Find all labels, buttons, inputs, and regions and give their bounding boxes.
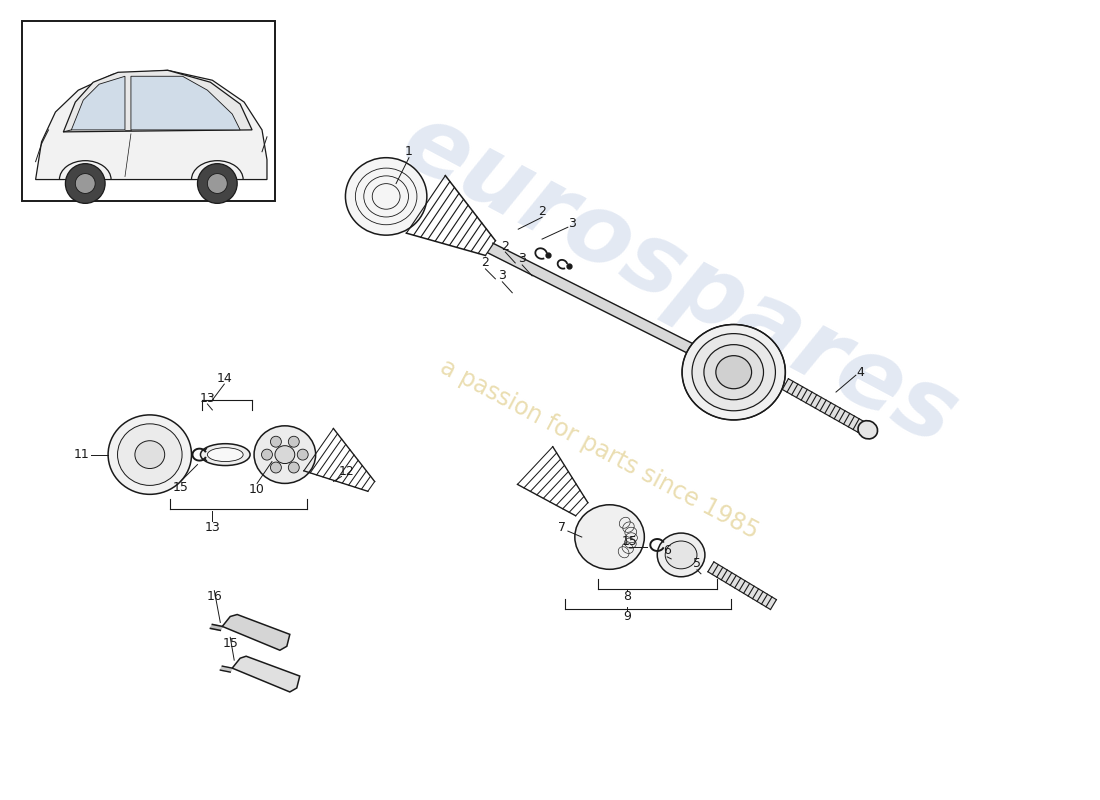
Ellipse shape	[657, 533, 705, 577]
Ellipse shape	[275, 446, 295, 463]
Text: 3: 3	[518, 253, 526, 266]
Text: 11: 11	[74, 448, 89, 461]
Text: 7: 7	[558, 521, 565, 534]
Circle shape	[288, 462, 299, 473]
Polygon shape	[220, 666, 232, 672]
Polygon shape	[222, 614, 289, 650]
Circle shape	[271, 436, 282, 447]
Text: 9: 9	[624, 610, 631, 623]
Polygon shape	[210, 625, 222, 630]
Text: 2: 2	[502, 239, 509, 253]
Bar	[22, 21, 275, 202]
Polygon shape	[782, 378, 864, 432]
Polygon shape	[488, 243, 706, 360]
Text: 4: 4	[856, 366, 864, 378]
Ellipse shape	[254, 426, 316, 483]
Circle shape	[288, 436, 299, 447]
Text: 8: 8	[624, 590, 631, 603]
Polygon shape	[35, 70, 267, 179]
Text: 2: 2	[482, 257, 490, 270]
Ellipse shape	[858, 421, 878, 439]
Circle shape	[65, 164, 106, 203]
Ellipse shape	[108, 415, 191, 494]
Circle shape	[198, 164, 238, 203]
Ellipse shape	[716, 356, 751, 389]
Text: a passion for parts since 1985: a passion for parts since 1985	[437, 355, 763, 544]
Text: 3: 3	[498, 270, 506, 282]
Polygon shape	[232, 656, 299, 692]
Circle shape	[271, 462, 282, 473]
Text: 15: 15	[173, 481, 188, 494]
Ellipse shape	[704, 345, 763, 400]
Text: 15: 15	[222, 637, 239, 650]
Text: 12: 12	[339, 465, 354, 478]
Text: 1: 1	[405, 146, 412, 158]
Text: 6: 6	[663, 545, 671, 558]
Circle shape	[208, 174, 228, 194]
Polygon shape	[708, 562, 777, 610]
Ellipse shape	[135, 441, 165, 469]
Ellipse shape	[208, 448, 243, 462]
Text: 10: 10	[249, 483, 265, 496]
Polygon shape	[64, 70, 252, 132]
Text: 3: 3	[568, 217, 575, 230]
Text: eurospares: eurospares	[386, 95, 972, 466]
Text: 14: 14	[217, 372, 232, 385]
Ellipse shape	[692, 334, 775, 410]
Ellipse shape	[682, 325, 785, 420]
Ellipse shape	[118, 424, 183, 486]
Text: 15: 15	[621, 534, 637, 547]
Polygon shape	[72, 76, 125, 130]
Ellipse shape	[200, 444, 250, 466]
Text: 16: 16	[207, 590, 222, 603]
Circle shape	[262, 449, 273, 460]
Circle shape	[297, 449, 308, 460]
Circle shape	[75, 174, 96, 194]
Ellipse shape	[666, 541, 697, 569]
Ellipse shape	[575, 505, 645, 570]
Text: 5: 5	[693, 558, 701, 570]
Text: 13: 13	[199, 391, 216, 405]
Ellipse shape	[345, 158, 427, 235]
Polygon shape	[131, 76, 240, 130]
Text: 13: 13	[205, 521, 220, 534]
Text: 2: 2	[538, 205, 546, 218]
